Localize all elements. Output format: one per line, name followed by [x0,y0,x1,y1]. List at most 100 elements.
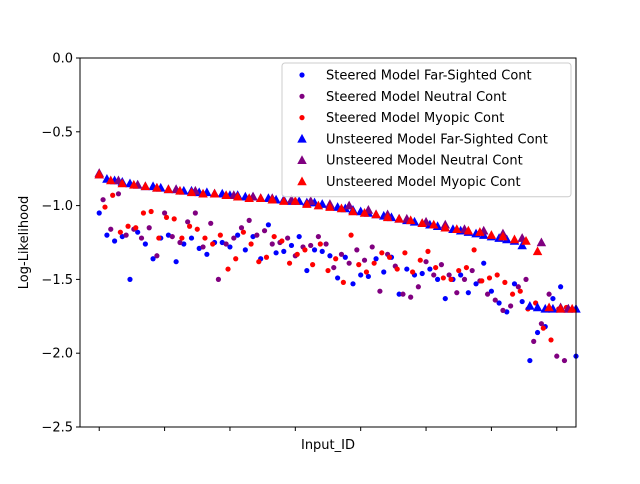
data-point [286,260,293,266]
data-point [515,284,521,290]
data-point [194,226,200,232]
data-point [142,241,148,247]
data-point-triangle [532,246,543,256]
data-point [104,232,110,238]
data-point [386,254,393,260]
data-point [431,272,437,278]
data-point [346,260,352,266]
data-point-triangle [428,219,439,229]
data-point [446,272,452,278]
data-point [338,251,345,257]
data-point [342,254,348,260]
data-point [517,288,523,294]
data-point [227,244,233,250]
data-point-triangle [129,179,139,189]
data-point [540,325,546,331]
data-point [102,204,108,210]
data-point [171,216,177,222]
data-point-triangle [371,209,381,219]
data-point-triangle [536,237,547,247]
data-point [140,210,147,216]
data-point [254,232,260,238]
data-point [150,256,156,262]
data-point [217,232,223,238]
data-point [335,275,341,281]
data-point [269,241,275,247]
data-point [427,266,433,272]
y-tick-label: −1.0 [41,199,73,214]
series-0 [96,210,579,364]
data-point [161,210,168,216]
data-point-triangle [325,202,335,211]
legend-marker-triangle [297,133,307,143]
data-point [117,229,123,235]
data-point-triangle [117,178,128,188]
data-point [279,238,285,244]
data-point [331,264,337,271]
data-point [248,241,254,247]
data-point [408,294,414,300]
data-point [281,248,287,254]
data-point-triangle [417,218,427,228]
data-point [546,291,552,297]
series-5 [94,169,577,313]
data-point [333,256,339,262]
data-point [511,281,518,287]
y-tick-label: 0.0 [52,52,73,67]
data-point [363,269,370,275]
data-point [486,275,493,281]
legend-marker-triangle [297,155,307,164]
y-tick-label: −2.5 [41,421,73,436]
data-point [538,321,544,327]
data-point-triangle [567,303,577,313]
data-point [433,264,439,271]
data-point [327,253,333,259]
data-point [163,214,170,221]
data-point [509,291,516,297]
y-axis-label: Log-Likelihood [17,196,32,289]
data-point [238,225,245,231]
data-point-triangle [255,193,266,202]
data-point [502,279,508,285]
plot-frame [79,57,577,428]
data-point [481,260,487,266]
data-point [304,267,310,274]
data-point [133,225,139,231]
data-point [508,303,514,309]
data-point [308,242,314,249]
data-point-triangle [509,234,520,244]
data-point [484,291,491,297]
legend-label: Steered Model Myopic Cont [326,111,504,126]
data-point [438,262,445,268]
legend-label: Unsteered Model Myopic Cont [326,175,521,190]
data-point [531,338,537,344]
data-point [448,276,454,282]
legend-label: Steered Model Neutral Cont [326,90,506,105]
data-point [409,269,416,275]
data-point-triangle [498,231,508,241]
y-tick-label: −2.0 [41,347,73,362]
y-tick-label: −1.5 [41,273,73,288]
data-point [340,279,346,285]
data-point [223,241,229,247]
y-tick-label: −0.5 [41,125,73,140]
data-point [458,272,464,278]
data-point [319,248,325,254]
data-point [156,235,162,241]
data-point [402,250,408,256]
data-point [350,281,356,287]
data-point [488,288,495,294]
data-point-triangle [348,206,358,216]
data-point [302,247,308,253]
data-point [473,281,479,287]
data-point [369,244,375,250]
data-point [169,233,175,240]
data-point [273,250,279,256]
data-point-triangle [140,181,151,191]
data-point [317,241,323,247]
data-point [215,276,222,282]
data-point [442,295,448,302]
data-point [494,272,500,278]
data-point-triangle [394,213,404,223]
